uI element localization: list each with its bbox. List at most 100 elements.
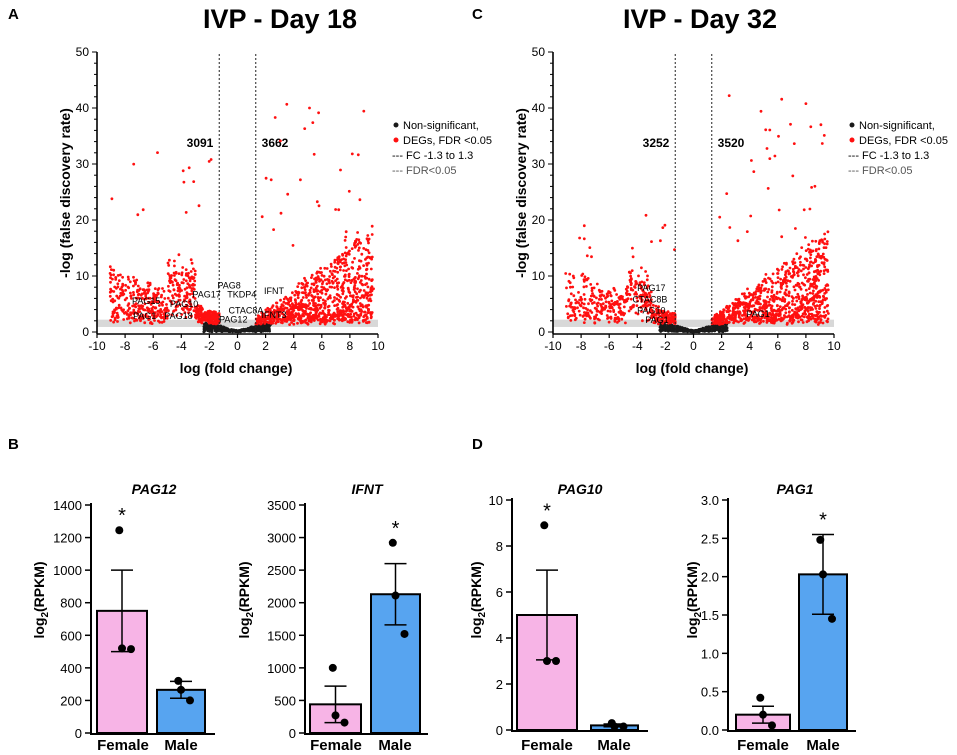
- deg-point-1685: [299, 321, 303, 325]
- deg-point-983: [209, 310, 213, 313]
- deg-point-522: [646, 304, 650, 307]
- deg-point-538: [595, 282, 599, 286]
- data-point: [174, 676, 183, 685]
- data-point: [819, 570, 827, 579]
- y-tick-label: 50: [76, 45, 90, 59]
- deg-point-911: [158, 304, 161, 307]
- deg-point-832: [601, 308, 604, 312]
- y-axis-title: log2(RPKM): [468, 561, 488, 638]
- deg-point-1520: [270, 306, 274, 309]
- significance-star: *: [392, 518, 400, 540]
- deg-point-879: [666, 316, 670, 320]
- deg-point-1894: [337, 294, 341, 297]
- deg-point-1295: [307, 292, 311, 296]
- deg-point-690: [174, 270, 178, 274]
- deg-point-1526: [806, 315, 810, 319]
- deg-point-1622: [278, 317, 282, 321]
- deg-point-997: [194, 316, 198, 319]
- deg-point-859: [641, 293, 645, 296]
- deg-point-1367: [792, 285, 796, 289]
- gene-annotation: PAG15: [132, 296, 160, 306]
- deg-point-1448: [734, 304, 738, 308]
- deg-point-1262: [823, 292, 827, 295]
- deg-point-833: [569, 301, 573, 305]
- deg-point-1312: [757, 283, 761, 287]
- deg-point-1393: [356, 153, 360, 157]
- deg-point-804: [108, 294, 112, 298]
- deg-point-504: [138, 314, 142, 318]
- deg-point-975: [122, 292, 126, 296]
- deg-point-1914: [370, 224, 374, 228]
- deg-point-1605: [725, 192, 729, 196]
- deg-point-1812: [353, 318, 357, 322]
- deg-point-1782: [820, 301, 824, 304]
- deg-point-1071: [808, 263, 811, 267]
- deg-point-431: [108, 265, 112, 269]
- deg-point-1441: [321, 309, 325, 313]
- x-tick-label: -10: [544, 339, 562, 353]
- deg-point-1543: [746, 302, 750, 306]
- deg-point-1769: [335, 266, 339, 270]
- deg-point-1792: [797, 282, 801, 286]
- category-label-female: Female: [521, 737, 573, 754]
- y-tick-label: 1500: [267, 628, 296, 643]
- deg-point-1082: [823, 232, 826, 236]
- x-tick-label: 8: [347, 339, 354, 353]
- deg-point-982: [112, 273, 115, 277]
- deg-point-870: [625, 299, 629, 303]
- deg-point-696: [645, 319, 649, 323]
- deg-point-1892: [336, 281, 340, 285]
- deg-point-1432: [755, 287, 759, 291]
- panel-letter-b: B: [8, 436, 19, 453]
- deg-point-1822: [825, 283, 829, 287]
- deg-point-1832: [793, 312, 797, 316]
- deg-point-1873: [356, 243, 360, 246]
- deg-point-813: [661, 226, 665, 230]
- nonsig-point-413: [659, 327, 663, 330]
- deg-point-1179: [820, 142, 824, 145]
- deg-point-867: [612, 308, 615, 312]
- deg-point-1741: [746, 308, 750, 312]
- nonsig-point-370: [678, 325, 682, 329]
- volcano-plot-day32: IVP - Day 32 log (fold change) -log (fal…: [513, 4, 948, 376]
- deg-point-814: [572, 276, 576, 280]
- deg-point-1588: [799, 260, 802, 264]
- deg-point-1697: [776, 309, 780, 313]
- category-label-female: Female: [97, 737, 149, 754]
- deg-point-1163: [802, 315, 806, 319]
- deg-point-1719: [784, 278, 788, 282]
- deg-point-1440: [277, 320, 280, 323]
- deg-point-814: [170, 302, 174, 306]
- bar-chart-title: PAG12: [132, 481, 177, 497]
- deg-point-1164: [353, 290, 357, 294]
- deg-point-1484: [279, 298, 282, 302]
- deg-point-1621: [773, 298, 776, 302]
- deg-point-823: [595, 307, 598, 311]
- deg-point-1492: [342, 269, 345, 272]
- nonsig-point-417: [663, 326, 666, 330]
- nonsig-point-349: [674, 327, 678, 331]
- deg-point-1645: [294, 301, 298, 304]
- deg-point-1565: [366, 311, 370, 314]
- nonsig-point-414: [697, 327, 701, 331]
- deg-point-716: [598, 289, 602, 293]
- deg-point-1694: [300, 286, 304, 290]
- deg-point-1851: [348, 249, 351, 253]
- deg-point-807: [160, 316, 163, 320]
- legend-nonsig-label: Non-significant,: [403, 120, 479, 132]
- deg-point-1338: [333, 286, 336, 289]
- deg-point-670: [209, 158, 213, 161]
- x-tick-label: 2: [262, 339, 269, 353]
- deg-point-888: [147, 318, 151, 321]
- deg-point-914: [809, 256, 812, 260]
- deg-point-1264: [813, 184, 817, 188]
- deg-point-551: [663, 223, 667, 227]
- deg-point-1337: [345, 263, 349, 267]
- deg-point-1619: [814, 239, 818, 243]
- deg-point-777: [180, 271, 184, 275]
- deg-point-1348: [808, 312, 811, 316]
- deg-point-1906: [323, 304, 327, 307]
- deg-point-1777: [780, 299, 784, 303]
- deg-point-751: [598, 318, 601, 322]
- deg-point-1027: [809, 253, 813, 256]
